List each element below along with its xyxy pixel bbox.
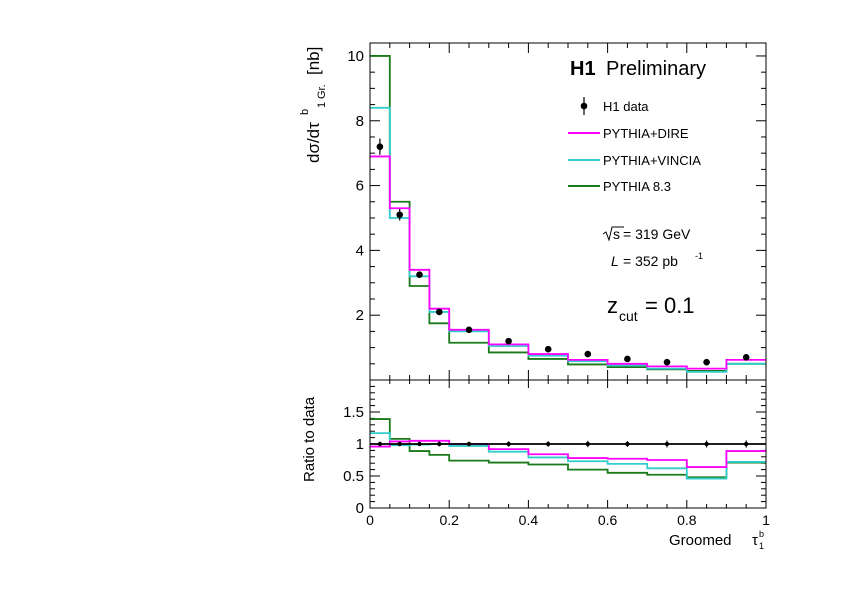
y-label-sub: 1 <box>316 102 328 108</box>
zcut-value: = 0.1 <box>645 293 695 318</box>
ratio-data-point <box>664 441 670 447</box>
zcut-symbol: z <box>607 293 618 318</box>
upper-plot: 2 4 6 8 10 <box>347 43 767 380</box>
data-point <box>436 308 443 316</box>
ratio-pythia-line <box>370 418 766 479</box>
legend-pythia-label: PYTHIA 8.3 <box>603 179 671 194</box>
lumi-exponent: -1 <box>695 251 703 261</box>
data-point <box>703 358 710 366</box>
x-tick-label: 0.8 <box>677 512 697 528</box>
x-tick-label: 0.4 <box>519 512 539 528</box>
ratio-plot: 0 0.2 0.4 0.6 0.8 1 0 0.5 1 1.5 <box>343 380 770 528</box>
ratio-y-tick-label: 1 <box>356 436 364 453</box>
ratio-data-point <box>377 441 383 447</box>
ratio-data-point <box>466 441 472 447</box>
legend: H1 data PYTHIA+DIRE PYTHIA+VINCIA PYTHIA… <box>568 97 701 194</box>
y-tick-label: 8 <box>356 113 364 130</box>
ratio-data-point <box>704 441 709 447</box>
y-label-sup: b <box>299 109 311 115</box>
chart-marks <box>370 55 766 480</box>
data-point <box>624 355 631 363</box>
ratio-data-point <box>397 441 402 447</box>
lumi-value: = 352 pb <box>623 253 678 269</box>
series-dire-line <box>370 155 766 370</box>
x-tick-label: 0.6 <box>598 512 618 528</box>
experiment-label: H1 <box>570 58 596 80</box>
sqrt-s-value: = 319 GeV <box>623 226 691 242</box>
zcut-subscript: cut <box>619 308 638 324</box>
y-tick-label: 2 <box>356 307 364 324</box>
ratio-data-point <box>506 441 511 447</box>
legend-vincia-label: PYTHIA+VINCIA <box>603 153 701 168</box>
zcut-annotation: z cut = 0.1 <box>607 293 695 324</box>
x-label-main: Groomed <box>669 532 732 549</box>
ratio-data-point <box>546 441 551 447</box>
data-point <box>396 211 404 219</box>
data-point <box>416 271 423 278</box>
data-point <box>663 358 671 366</box>
lumi-symbol: L <box>611 253 619 269</box>
x-axis-label: Groomed τ 1 b <box>669 529 764 551</box>
ratio-data-point <box>625 441 630 447</box>
ratio-y-label: Ratio to data <box>301 396 318 482</box>
ratio-data-point <box>585 441 590 447</box>
y-tick-label: 4 <box>356 242 364 259</box>
ratio-data-point <box>744 441 749 447</box>
data-point <box>544 345 552 353</box>
data-point <box>465 326 473 334</box>
ratio-y-tick-label: 0 <box>356 500 364 517</box>
x-label-sub: 1 <box>759 541 764 551</box>
data-point <box>376 143 384 150</box>
ratio-y-tick-label: 0.5 <box>343 468 364 485</box>
ratio-data-point <box>417 441 422 447</box>
y-tick-label: 6 <box>356 178 364 195</box>
sqrt-s-annotation: s = 319 GeV <box>602 226 691 242</box>
y-tick-label: 10 <box>347 48 364 65</box>
series-pythia-line <box>370 55 766 372</box>
data-point <box>505 337 512 345</box>
x-tick-label: 0.2 <box>439 512 459 528</box>
x-tick-label: 0 <box>366 512 374 528</box>
sqrt-icon <box>602 226 624 242</box>
ratio-y-tick-label: 1.5 <box>343 404 364 421</box>
series-vincia-line <box>370 106 766 373</box>
lumi-annotation: L = 352 pb -1 <box>611 251 703 269</box>
x-label-symbol: τ <box>752 532 758 549</box>
legend-dire-label: PYTHIA+DIRE <box>603 126 689 141</box>
y-axis-label: dσ/dτ 1 b Gr. [nb] <box>299 47 328 163</box>
sqrt-s-symbol: s <box>613 226 620 242</box>
data-point <box>584 350 592 358</box>
y-label-main: dσ/dτ <box>304 122 323 163</box>
upper-frame <box>369 42 767 381</box>
y-label-unit: [nb] <box>304 47 323 75</box>
ratio-frame <box>369 379 767 509</box>
ratio-data-point <box>437 441 442 447</box>
status-label: Preliminary <box>606 58 706 80</box>
y-label-sub2: Gr. <box>316 84 328 99</box>
legend-data-label: H1 data <box>603 99 649 114</box>
legend-data-marker <box>580 102 588 110</box>
x-tick-label: 1 <box>762 512 770 528</box>
x-label-sup: b <box>759 529 764 539</box>
data-point <box>742 354 750 361</box>
ratio-dire-line <box>370 439 766 468</box>
